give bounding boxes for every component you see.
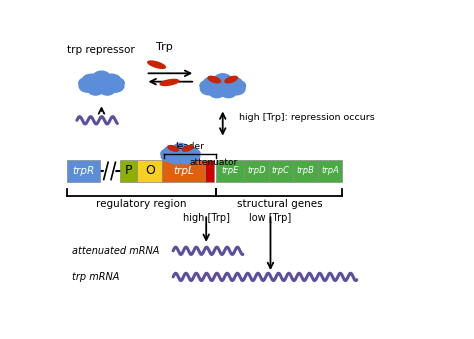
Ellipse shape bbox=[168, 146, 179, 151]
Text: high [Trp]: repression occurs: high [Trp]: repression occurs bbox=[239, 113, 375, 122]
Ellipse shape bbox=[225, 76, 237, 83]
Text: trpL: trpL bbox=[173, 166, 194, 176]
Circle shape bbox=[223, 77, 242, 91]
FancyBboxPatch shape bbox=[293, 160, 318, 182]
Circle shape bbox=[161, 151, 176, 161]
Circle shape bbox=[179, 155, 192, 164]
Text: attenuated mRNA: attenuated mRNA bbox=[72, 246, 159, 256]
Ellipse shape bbox=[208, 76, 220, 83]
FancyBboxPatch shape bbox=[269, 160, 293, 182]
Text: trp repressor: trp repressor bbox=[66, 45, 134, 55]
Circle shape bbox=[82, 74, 101, 88]
Circle shape bbox=[201, 83, 218, 95]
Circle shape bbox=[209, 87, 225, 98]
Circle shape bbox=[79, 78, 92, 88]
Circle shape bbox=[228, 83, 245, 95]
Circle shape bbox=[200, 81, 214, 91]
Circle shape bbox=[210, 77, 236, 96]
Circle shape bbox=[107, 80, 124, 92]
Circle shape bbox=[221, 87, 236, 98]
FancyBboxPatch shape bbox=[205, 160, 214, 182]
Text: trpB: trpB bbox=[297, 166, 314, 176]
FancyBboxPatch shape bbox=[217, 160, 244, 182]
Circle shape bbox=[88, 74, 115, 93]
FancyBboxPatch shape bbox=[137, 160, 163, 182]
Text: Trp: Trp bbox=[155, 42, 173, 52]
Text: structural genes: structural genes bbox=[237, 199, 322, 209]
Circle shape bbox=[169, 146, 192, 162]
FancyBboxPatch shape bbox=[66, 160, 100, 182]
Circle shape bbox=[102, 74, 121, 88]
Text: leader: leader bbox=[175, 142, 204, 151]
Circle shape bbox=[88, 84, 103, 95]
Text: trp mRNA: trp mRNA bbox=[72, 272, 119, 282]
Text: P: P bbox=[125, 164, 132, 177]
Text: regulatory region: regulatory region bbox=[96, 199, 186, 209]
Text: trpE: trpE bbox=[221, 166, 239, 176]
Circle shape bbox=[169, 155, 182, 164]
Circle shape bbox=[100, 84, 115, 95]
Text: trpR: trpR bbox=[72, 166, 94, 176]
FancyBboxPatch shape bbox=[318, 160, 343, 182]
Circle shape bbox=[110, 78, 124, 88]
Circle shape bbox=[185, 151, 200, 161]
Circle shape bbox=[203, 77, 222, 91]
Ellipse shape bbox=[160, 79, 179, 85]
FancyBboxPatch shape bbox=[244, 160, 269, 182]
Text: low [Trp]: low [Trp] bbox=[249, 213, 292, 223]
Circle shape bbox=[164, 146, 180, 158]
Text: trpC: trpC bbox=[272, 166, 290, 176]
Text: trpA: trpA bbox=[321, 166, 339, 176]
Circle shape bbox=[214, 74, 231, 86]
Text: O: O bbox=[145, 164, 155, 177]
FancyBboxPatch shape bbox=[163, 160, 205, 182]
Text: high [Trp]: high [Trp] bbox=[182, 213, 230, 223]
Ellipse shape bbox=[148, 61, 165, 68]
Text: attenuator: attenuator bbox=[189, 158, 237, 167]
Text: trpD: trpD bbox=[247, 166, 265, 176]
Circle shape bbox=[181, 146, 197, 158]
Circle shape bbox=[173, 143, 188, 154]
FancyBboxPatch shape bbox=[120, 160, 137, 182]
Circle shape bbox=[93, 71, 110, 83]
Circle shape bbox=[232, 81, 246, 91]
Circle shape bbox=[188, 149, 200, 158]
Ellipse shape bbox=[182, 146, 193, 151]
Circle shape bbox=[79, 80, 96, 92]
Circle shape bbox=[161, 149, 173, 158]
